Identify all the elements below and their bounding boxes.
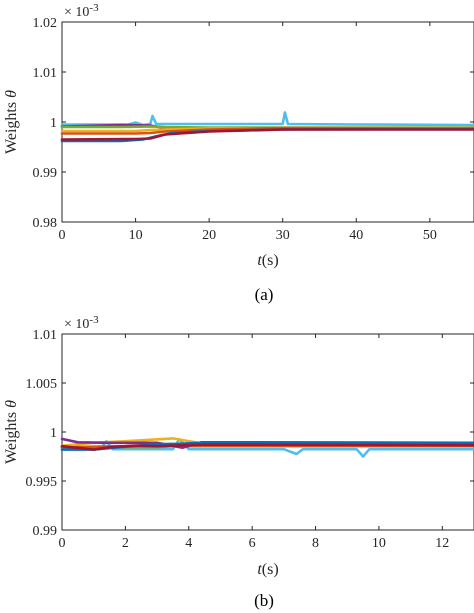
tick-marks-a [61,21,474,223]
y-tick-label: 0.99 [33,166,58,181]
panel-caption-b: (b) [254,591,274,610]
series-line-5 [60,126,474,135]
y-axis-label-b: Weights θ [3,400,20,464]
x-tick-label: 10 [129,228,143,243]
x-tick-label: 50 [423,228,437,243]
x-tick-label: 10 [372,536,386,551]
exponent-label-b: × 10-3 [64,314,99,332]
tick-marks-b [61,333,474,531]
chart-panel-a: 0.98 0.99 1 1.01 1.02 0 10 20 30 40 50 × 10-3 t(s… [3,2,474,304]
plot-area-a [61,21,474,223]
series-line-7 [60,128,474,141]
chart-panel-b: 0.99 0.995 1 1.005 1.01 0 2 4 6 8 10 12 × 10-3 t(s… [3,314,474,610]
x-tick-label: 30 [276,228,290,243]
x-tick-label: 40 [349,228,363,243]
series-group-a [60,111,474,143]
x-tick-label: 12 [435,536,449,551]
x-axis-label-a: t(s) [257,252,278,269]
series-group-b [60,437,474,458]
y-tick-labels-b: 0.99 0.995 1 1.005 1.01 [26,328,58,539]
y-tick-label: 0.98 [33,216,58,231]
y-tick-label: 1 [50,116,57,131]
panel-caption-a: (a) [255,285,274,304]
x-tick-label: 8 [312,536,319,551]
x-tick-label: 6 [249,536,256,551]
x-tick-label: 2 [122,536,129,551]
y-tick-labels-a: 0.98 0.99 1 1.01 1.02 [33,16,58,231]
y-tick-label: 0.99 [33,524,58,539]
plot-area-b [61,333,474,531]
y-tick-label: 1.02 [33,16,58,31]
series-line-7 [60,443,474,451]
y-tick-label: 1.01 [33,328,58,343]
series-line-1 [60,111,474,127]
x-tick-labels-b: 0 2 4 6 8 10 12 [59,536,450,551]
x-tick-label: 20 [202,228,216,243]
x-tick-label: 0 [59,536,66,551]
y-tick-label: 1.005 [26,377,58,392]
x-tick-label: 4 [185,536,192,551]
x-tick-labels-a: 0 10 20 30 40 50 [59,228,437,243]
y-tick-label: 1.01 [33,66,58,81]
x-axis-label-b: t(s) [257,561,278,578]
x-tick-label: 0 [59,228,66,243]
exponent-label-a: × 10-3 [64,2,99,20]
y-axis-label-a: Weights θ [3,90,20,154]
y-tick-label: 1 [50,426,57,441]
y-tick-label: 0.995 [26,475,58,490]
